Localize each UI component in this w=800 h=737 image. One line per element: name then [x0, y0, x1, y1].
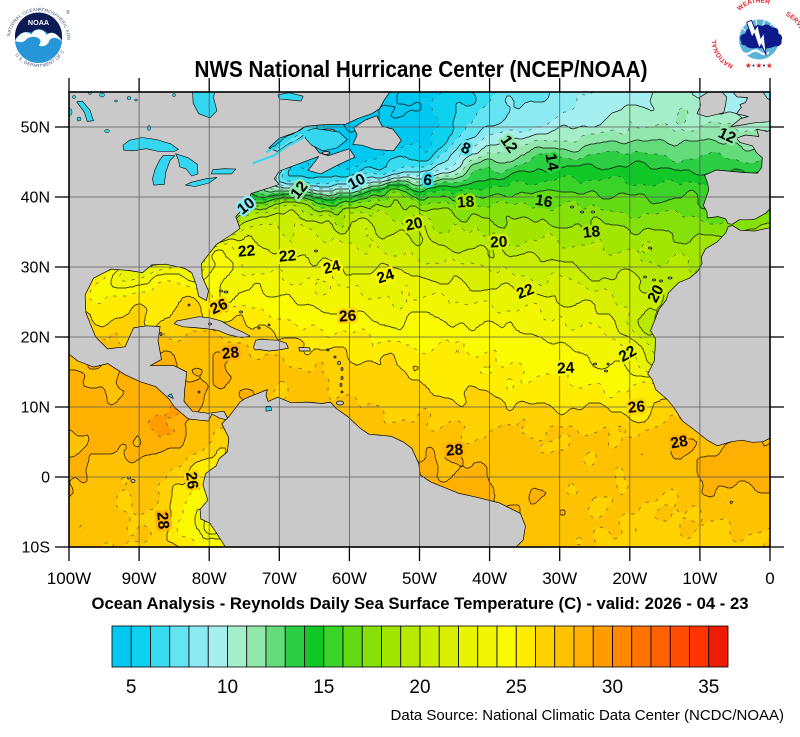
svg-text:0: 0 [765, 569, 774, 588]
svg-text:30W: 30W [542, 569, 577, 588]
svg-text:80W: 80W [192, 569, 227, 588]
svg-text:20: 20 [404, 214, 424, 234]
svg-text:18: 18 [582, 223, 601, 242]
svg-text:35: 35 [698, 677, 719, 698]
svg-text:26: 26 [182, 471, 201, 491]
svg-text:90W: 90W [122, 569, 157, 588]
svg-text:30: 30 [602, 677, 623, 698]
svg-text:10S: 10S [22, 540, 50, 557]
svg-text:70W: 70W [262, 569, 297, 588]
svg-text:Data Source: National Climatic: Data Source: National Climatic Data Cent… [391, 707, 784, 724]
svg-text:16: 16 [534, 192, 554, 212]
svg-text:20: 20 [409, 677, 430, 698]
svg-text:20: 20 [490, 234, 508, 252]
svg-text:18: 18 [456, 193, 475, 211]
svg-text:26: 26 [627, 398, 646, 417]
svg-text:10: 10 [217, 677, 238, 698]
svg-text:20N: 20N [21, 330, 50, 347]
svg-text:30N: 30N [21, 260, 50, 277]
svg-text:20W: 20W [612, 569, 647, 588]
svg-text:22: 22 [237, 242, 256, 260]
svg-text:40N: 40N [21, 190, 50, 207]
svg-text:★: ★ [756, 61, 763, 70]
svg-text:26: 26 [338, 307, 357, 325]
svg-text:24: 24 [557, 360, 575, 378]
svg-text:10N: 10N [21, 400, 50, 417]
svg-text:40W: 40W [472, 569, 507, 588]
svg-text:®: ® [66, 9, 70, 16]
svg-text:★: ★ [766, 61, 773, 70]
svg-text:28: 28 [669, 433, 689, 453]
svg-text:60W: 60W [332, 569, 367, 588]
svg-text:Ocean Analysis - Reynolds Dail: Ocean Analysis - Reynolds Daily Sea Surf… [92, 594, 749, 613]
svg-text:25: 25 [506, 677, 527, 698]
svg-text:14: 14 [542, 152, 562, 172]
svg-text:★: ★ [745, 61, 752, 70]
svg-text:10W: 10W [682, 569, 717, 588]
svg-text:0: 0 [41, 470, 50, 487]
svg-text:5: 5 [126, 677, 137, 698]
svg-text:28: 28 [153, 511, 171, 530]
svg-text:50W: 50W [402, 569, 437, 588]
svg-text:28: 28 [221, 344, 240, 363]
svg-text:50N: 50N [21, 120, 50, 137]
svg-text:NWS National Hurricane Center: NWS National Hurricane Center (NCEP/NOAA… [195, 56, 648, 82]
svg-text:NOAA: NOAA [28, 18, 49, 27]
svg-text:28: 28 [445, 441, 464, 459]
svg-text:100W: 100W [47, 569, 91, 588]
svg-text:15: 15 [313, 677, 334, 698]
svg-text:22: 22 [278, 247, 297, 265]
